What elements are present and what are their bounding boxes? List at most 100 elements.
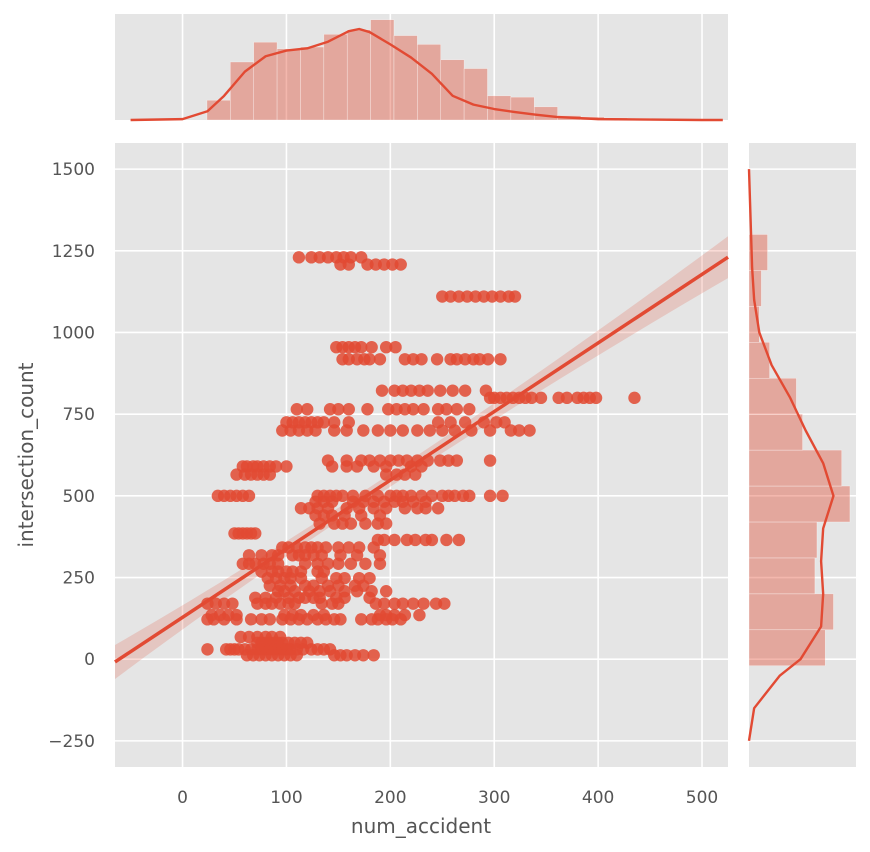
- scatter-point: [419, 502, 432, 515]
- x-tick-label: 500: [686, 788, 718, 808]
- scatter-point: [440, 403, 453, 416]
- scatter-point: [226, 597, 239, 610]
- top-hist-bar: [230, 61, 254, 121]
- top-marginal-gridlines: [181, 14, 703, 120]
- top-hist-bar: [323, 34, 348, 121]
- scatter-point: [379, 340, 393, 354]
- y-tick-label: 1250: [52, 242, 95, 262]
- right-hist-bar: [748, 557, 816, 595]
- scatter-point: [379, 585, 393, 598]
- scatter-point: [334, 613, 347, 626]
- scatter-point: [230, 613, 243, 626]
- scatter-point: [244, 613, 258, 626]
- scatter-point: [290, 403, 304, 416]
- scatter-point: [336, 489, 349, 503]
- scatter-point: [417, 403, 430, 416]
- scatter-point: [365, 340, 378, 354]
- scatter-point: [406, 597, 420, 610]
- scatter-point: [628, 391, 641, 405]
- scatter-point: [359, 557, 372, 570]
- x-tick-label: 300: [478, 788, 510, 808]
- scatter-point: [406, 403, 420, 416]
- right-kde-curve: [747, 169, 835, 742]
- scatter-point: [373, 353, 387, 366]
- scatter-point: [413, 608, 426, 622]
- scatter-point: [396, 424, 409, 437]
- scatter-point: [534, 391, 548, 405]
- x-axis-label: num_accident: [351, 814, 491, 838]
- scatter-point: [359, 517, 372, 530]
- scatter-point: [512, 424, 526, 437]
- scatter-point: [367, 649, 380, 662]
- scatter-point: [325, 460, 339, 473]
- scatter-point: [481, 353, 495, 366]
- scatter-point: [263, 468, 277, 481]
- scatter-point: [361, 403, 374, 416]
- scatter-point: [350, 585, 364, 598]
- scatter-point: [301, 613, 314, 626]
- y-tick-label: 1000: [52, 323, 95, 343]
- scatter-point: [483, 454, 497, 467]
- scatter-point: [483, 424, 497, 437]
- scatter-points: [201, 251, 641, 662]
- scatter-point: [280, 460, 293, 473]
- right-hist-bar: [748, 485, 851, 523]
- scatter-point: [496, 489, 509, 503]
- x-tick-labels: 0 100 200 300 400 500: [177, 788, 718, 808]
- scatter-point: [207, 613, 220, 626]
- y-axis-label: intersection_count: [14, 362, 38, 547]
- scatter-point: [452, 533, 466, 547]
- y-tick-label: 750: [63, 405, 95, 425]
- scatter-point: [379, 468, 393, 481]
- right-hist-bar: [748, 449, 842, 487]
- scatter-point: [217, 613, 231, 626]
- scatter-point: [201, 643, 214, 656]
- scatter-point: [377, 597, 391, 610]
- scatter-point: [458, 384, 472, 397]
- y-tick-labels: −250 0 250 500 750 1000 1250 1500: [48, 160, 95, 752]
- scatter-point: [332, 403, 345, 416]
- scatter-point: [415, 353, 428, 366]
- scatter-point: [450, 403, 464, 416]
- right-hist-bar: [748, 234, 768, 271]
- scatter-point: [394, 613, 407, 626]
- scatter-point: [463, 489, 476, 503]
- regression-line: [114, 255, 729, 664]
- scatter-point: [249, 527, 262, 540]
- top-hist-bar: [300, 46, 325, 121]
- right-hist-bar: [748, 521, 818, 559]
- scatter-point: [417, 597, 430, 610]
- right-hist-bar: [748, 629, 826, 666]
- scatter-point: [371, 424, 385, 437]
- top-marginal-histogram: [130, 19, 723, 122]
- top-hist-bar: [346, 29, 371, 121]
- scatter-point: [373, 549, 387, 562]
- scatter-point: [332, 597, 345, 610]
- scatter-point: [342, 541, 355, 554]
- scatter-point: [367, 460, 380, 473]
- scatter-point: [332, 557, 345, 570]
- scatter-point: [357, 649, 370, 662]
- x-tick-label: 0: [177, 788, 188, 808]
- scatter-point: [440, 533, 453, 547]
- y-tick-label: 1500: [52, 160, 95, 180]
- scatter-point: [450, 454, 464, 467]
- y-tick-label: 250: [63, 569, 95, 589]
- scatter-point: [436, 424, 449, 437]
- top-hist-bar: [206, 99, 231, 121]
- scatter-point: [340, 424, 353, 437]
- regression-line-path: [114, 255, 729, 664]
- scatter-point: [525, 391, 538, 405]
- scatter-point: [411, 424, 424, 437]
- scatter-point: [288, 597, 301, 610]
- scatter-point: [340, 460, 353, 473]
- scatter-point: [446, 384, 459, 397]
- scatter-point: [363, 353, 376, 366]
- scatter-point: [373, 557, 387, 570]
- scatter-point: [344, 557, 358, 570]
- top-kde-curve: [130, 27, 723, 122]
- scatter-point: [409, 533, 422, 547]
- main-plot-background: [115, 143, 728, 767]
- scatter-point: [425, 533, 439, 547]
